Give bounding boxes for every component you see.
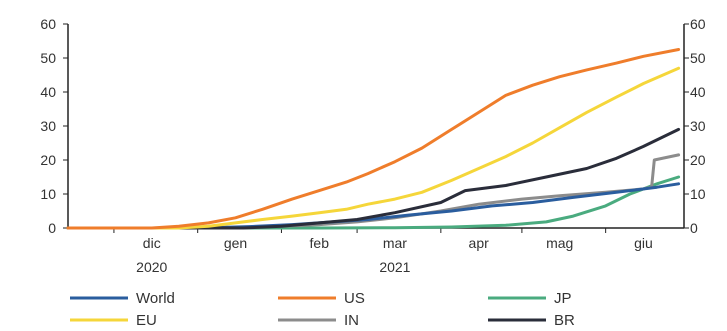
- y-tick-label-right: 60: [690, 16, 706, 32]
- legend-label-in: IN: [344, 312, 359, 329]
- x-tick-label: apr: [469, 235, 490, 251]
- y-tick-label-left: 20: [40, 152, 56, 168]
- y-tick-label-right: 30: [690, 118, 706, 134]
- y-tick-label-left: 40: [40, 84, 56, 100]
- x-tick-label: mar: [383, 235, 407, 251]
- y-tick-label-left: 0: [48, 220, 56, 236]
- y-tick-label-right: 0: [690, 220, 698, 236]
- series-line-br: [66, 127, 681, 230]
- x-year-label: 2020: [136, 259, 167, 275]
- y-tick-label-left: 10: [40, 186, 56, 202]
- x-tick-label: mag: [546, 235, 573, 251]
- x-year-label: 2021: [379, 259, 410, 275]
- chart-legend: World US JP EU IN BR: [70, 290, 575, 329]
- x-tick-label: gen: [224, 235, 247, 251]
- legend-label-br: BR: [554, 312, 575, 329]
- x-tick-label: giu: [634, 235, 653, 251]
- legend-label-us: US: [344, 290, 365, 307]
- y-tick-label-right: 40: [690, 84, 706, 100]
- x-tick-label: dic: [143, 235, 161, 251]
- y-tick-label-left: 50: [40, 50, 56, 66]
- chart-plot-area: [66, 48, 681, 230]
- y-tick-label-right: 50: [690, 50, 706, 66]
- series-line-eu: [66, 66, 681, 230]
- legend-label-jp: JP: [554, 290, 572, 307]
- legend-label-eu: EU: [136, 312, 157, 329]
- x-tick-label: feb: [310, 235, 330, 251]
- y-tick-label-left: 60: [40, 16, 56, 32]
- y-tick-label-right: 10: [690, 186, 706, 202]
- y-tick-label-right: 20: [690, 152, 706, 168]
- y-tick-label-left: 30: [40, 118, 56, 134]
- legend-label-world: World: [136, 290, 175, 307]
- series-line-us: [66, 48, 681, 230]
